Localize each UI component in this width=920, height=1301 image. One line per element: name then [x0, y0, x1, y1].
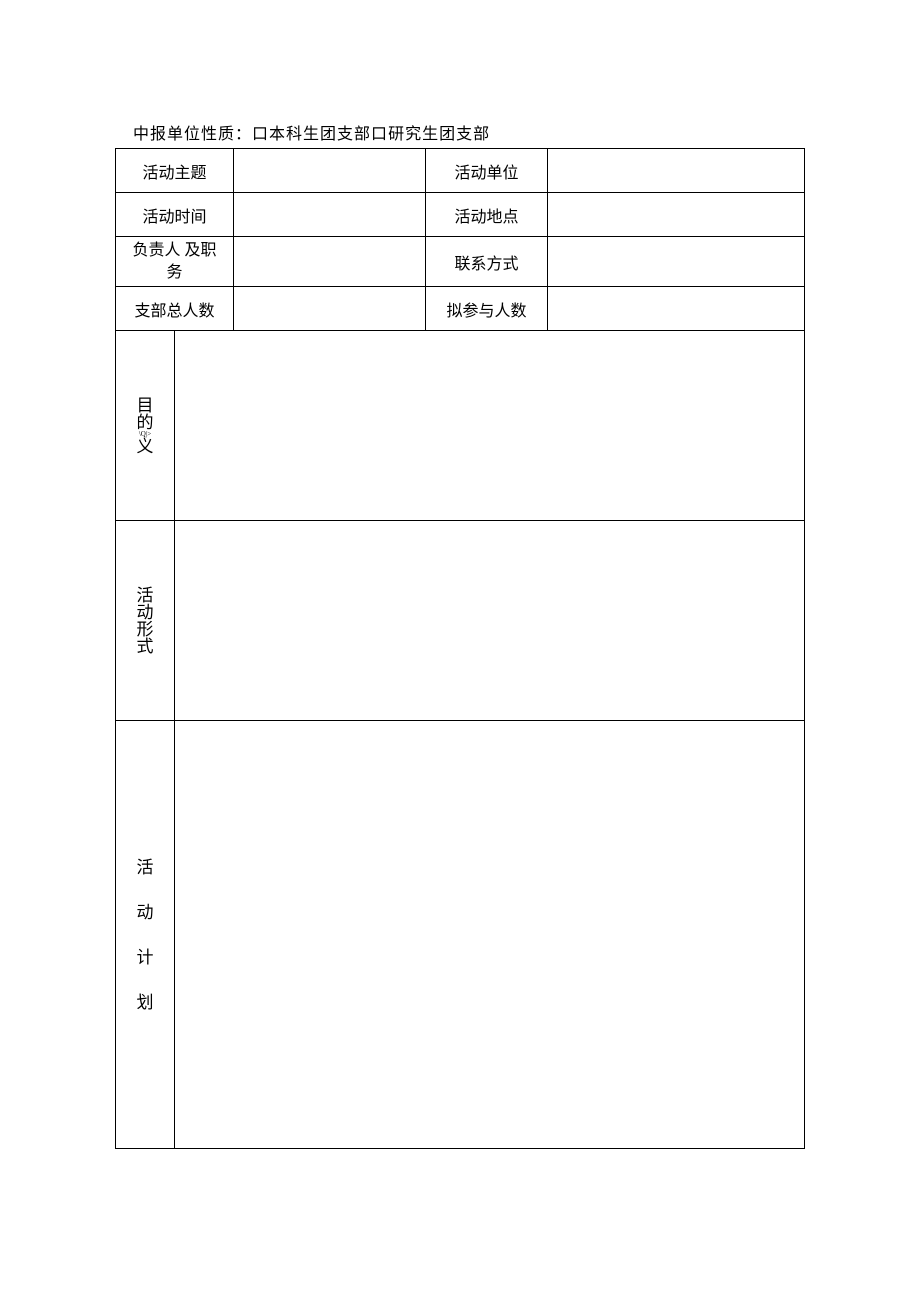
checkbox-undergrad-marker: 口: [252, 126, 269, 143]
table-row: 活动时间 活动地点: [116, 193, 805, 237]
label-plan-text: 活 动 计 划: [116, 859, 174, 1011]
label-activity-theme: 活动主题: [116, 149, 234, 193]
section-format-row: 活 动 形 式: [116, 521, 805, 721]
value-activity-unit: [548, 149, 805, 193]
format-char-3: 形: [137, 621, 154, 638]
header-prefix: 中报单位性质：: [133, 126, 252, 143]
purpose-char-1: 目: [137, 397, 154, 414]
label-responsible-person: 负责人 及职 务: [116, 237, 234, 287]
purpose-char-4: 义: [137, 438, 154, 455]
label-activity-unit: 活动单位: [426, 149, 548, 193]
label-contact: 联系方式: [426, 237, 548, 287]
plan-char-1: 活: [137, 859, 154, 876]
label-format-text: 活 动 形 式: [116, 587, 174, 655]
label-responsible-line2: 务: [166, 264, 182, 281]
unit-nature-header: 中报单位性质：口本科生团支部口研究生团支部: [115, 120, 805, 144]
value-activity-time: [234, 193, 426, 237]
label-plan: 活 动 计 划: [116, 721, 175, 1149]
label-activity-location: 活动地点: [426, 193, 548, 237]
value-expected-participants: [548, 287, 805, 331]
value-responsible-person: [234, 237, 426, 287]
table-row: 活动主题 活动单位: [116, 149, 805, 193]
value-plan: [175, 721, 805, 1149]
label-expected-participants: 拟参与人数: [426, 287, 548, 331]
application-form-table: 活动主题 活动单位 活动时间 活动地点 负责人 及职 务 联系方式 支部总人数 …: [115, 148, 805, 1149]
plan-char-4: 划: [137, 994, 154, 1011]
table-row: 负责人 及职 务 联系方式: [116, 237, 805, 287]
value-purpose: [175, 331, 805, 521]
value-format: [175, 521, 805, 721]
table-row: 支部总人数 拟参与人数: [116, 287, 805, 331]
label-format: 活 动 形 式: [116, 521, 175, 721]
checkbox-undergrad-label: 本科生团支部: [269, 126, 371, 143]
label-purpose: 目 的 \Q|> 义: [116, 331, 175, 521]
checkbox-grad-marker: 口: [371, 126, 388, 143]
value-activity-theme: [234, 149, 426, 193]
label-purpose-text: 目 的 \Q|> 义: [116, 397, 174, 455]
value-activity-location: [548, 193, 805, 237]
format-char-1: 活: [137, 587, 154, 604]
format-char-2: 动: [137, 604, 154, 621]
plan-char-2: 动: [137, 904, 154, 921]
plan-char-3: 计: [137, 949, 154, 966]
label-total-members: 支部总人数: [116, 287, 234, 331]
section-plan-row: 活 动 计 划: [116, 721, 805, 1149]
value-contact: [548, 237, 805, 287]
value-total-members: [234, 287, 426, 331]
section-purpose-row: 目 的 \Q|> 义: [116, 331, 805, 521]
label-responsible-line1: 负责人 及职: [132, 242, 216, 259]
checkbox-grad-label: 研究生团支部: [388, 126, 490, 143]
purpose-char-2: 的: [137, 414, 154, 431]
label-activity-time: 活动时间: [116, 193, 234, 237]
format-char-4: 式: [137, 638, 154, 655]
